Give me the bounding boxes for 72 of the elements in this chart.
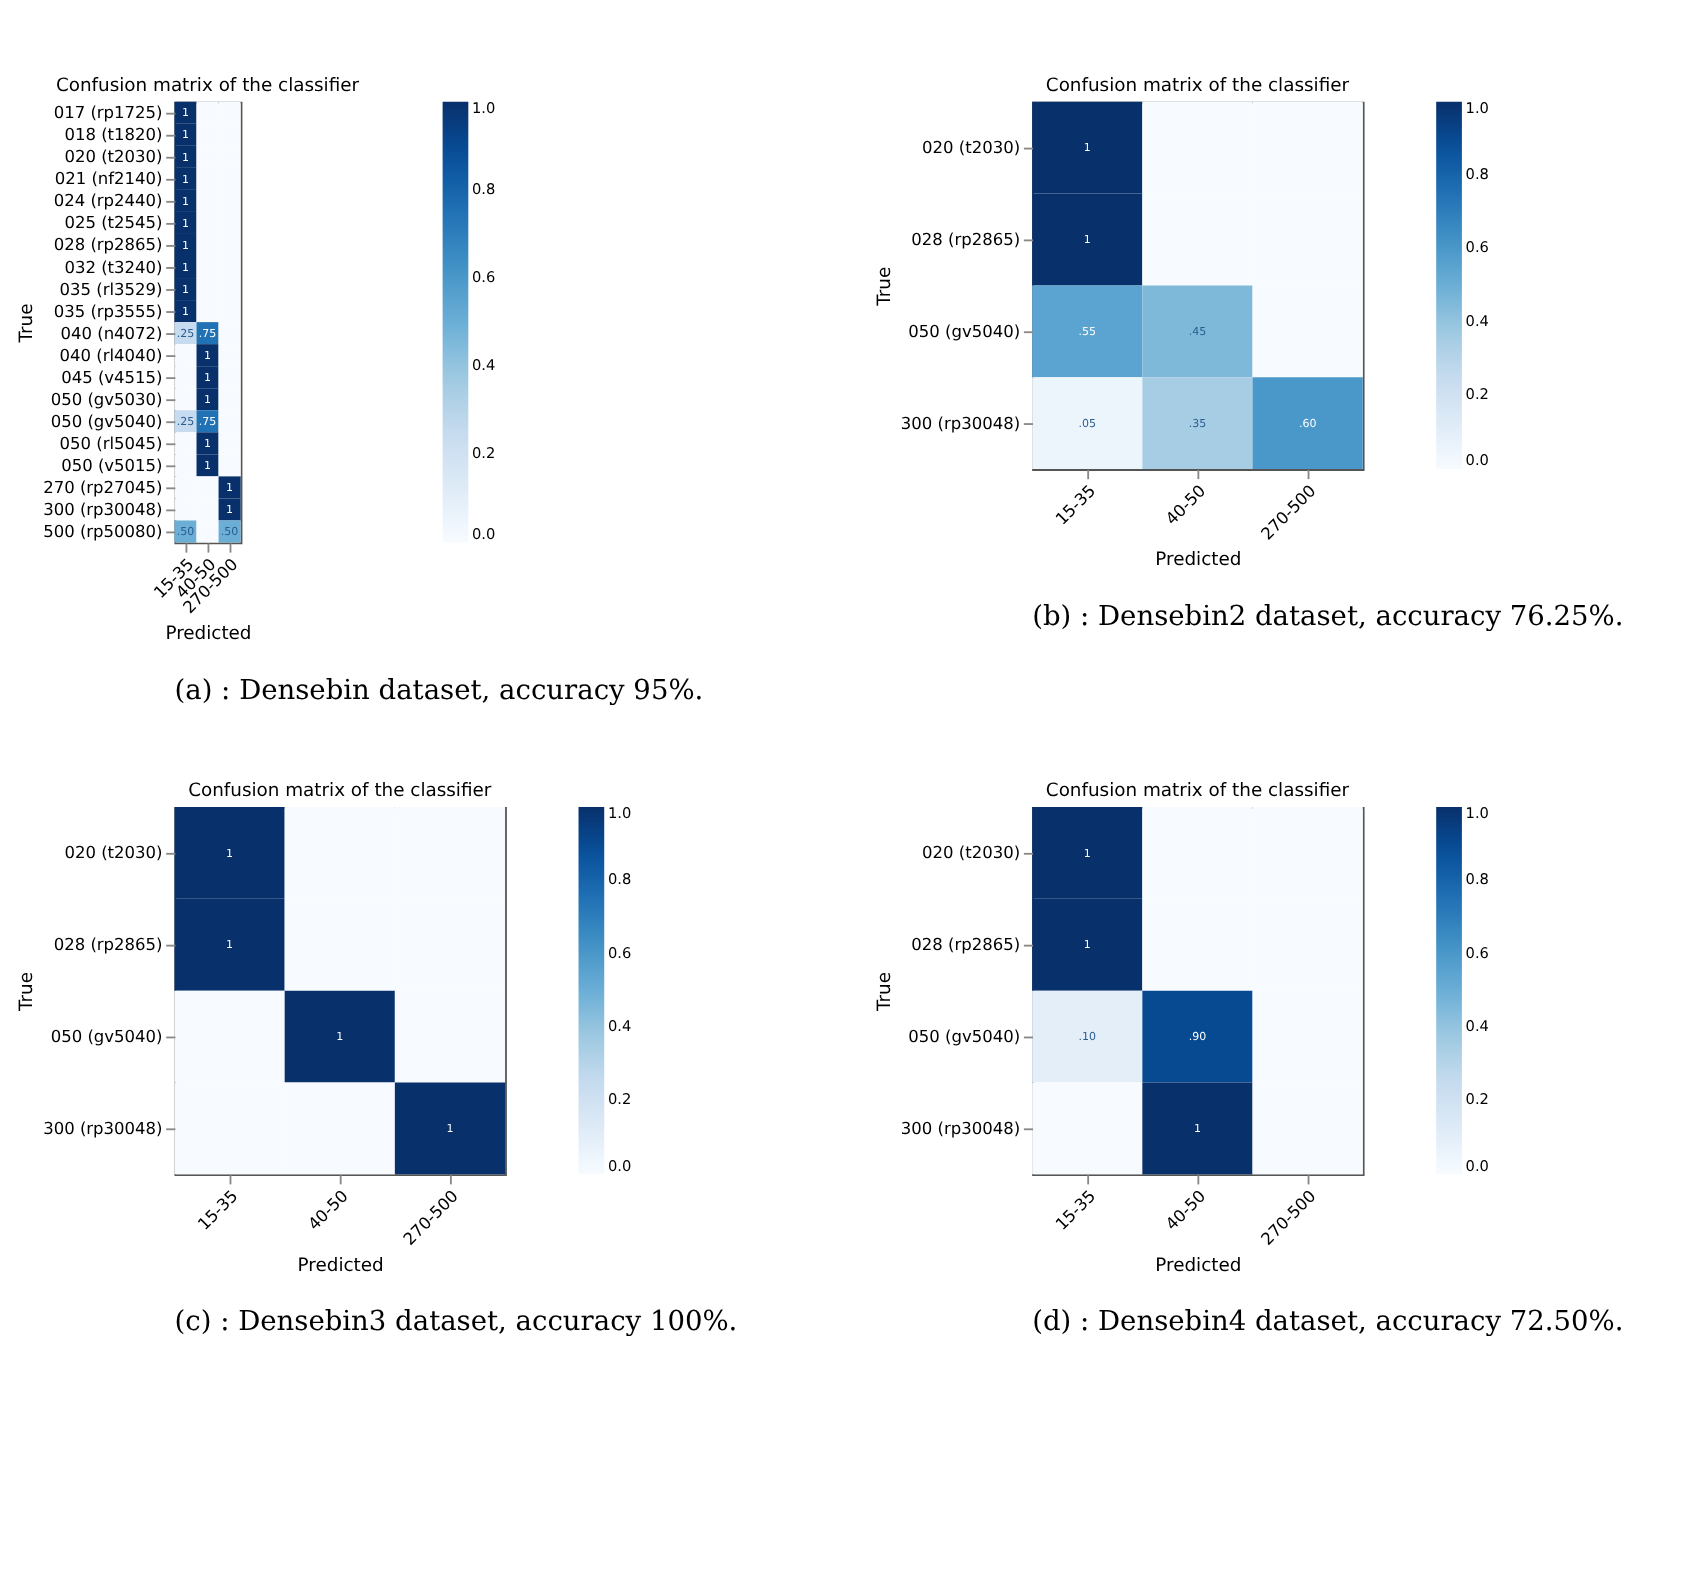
y-tick-label: 020 (t2030) [922,842,1021,863]
text: (b) : Densebin2 dataset, accuracy 76.25%. [1032,601,1624,634]
y-tick-label: 032 (t3240) [64,256,163,277]
text: (d) : Densebin4 dataset, accuracy 72.50%. [1032,1306,1624,1339]
y-tick-label: 020 (t2030) [64,842,163,863]
color-bar-label: 0.6 [1465,238,1490,257]
color-bar-label: 1.0 [472,98,496,117]
y-tick-label: 500 (rp50080) [43,521,163,541]
color-bar-label: 0.4 [607,1017,632,1036]
y-tick-label: 028 (rp2865) [53,934,163,955]
color-bar-label: 1.0 [1465,98,1490,117]
chart-title: Confusion matrix of the classifier [55,74,360,97]
chart-title: Confusion matrix of the classifier [188,779,492,802]
y-tick-label: 035 (rl3529) [59,278,163,299]
y-tick-label: 028 (rp2865) [53,234,163,255]
y-tick-label: 050 (gv5040) [50,410,163,431]
color-bar-label: 0.2 [607,1090,632,1109]
y-tick-label: 020 (t2030) [922,137,1021,158]
y-tick-label: 020 (t2030) [64,146,163,167]
color-bar-label: 0.6 [472,267,496,286]
color-bar-label: 0.8 [1465,164,1490,183]
color-bar-label: 0.8 [607,870,632,889]
chart-title: Confusion matrix of the classifier [1045,779,1350,802]
x-axis-title: Predicted [1155,1254,1242,1277]
color-bar-label: 0.0 [1465,451,1490,470]
color-bar-label: 1.0 [607,803,632,822]
chart-title: Confusion matrix of the classifier [1045,74,1350,97]
y-tick-label: 270 (rp27045) [43,476,163,497]
color-bar-label: 0.4 [1465,311,1490,330]
y-tick-label: 050 (gv5040) [50,1026,163,1047]
y-tick-label: 045 (v4515) [61,366,163,387]
color-bar-label: 0.6 [607,943,632,962]
y-tick-label: 300 (rp30048) [43,498,163,519]
color-bar-label: 0.0 [472,524,496,543]
y-axis-title: True [15,302,38,345]
y-tick-label: 024 (rp2440) [53,190,163,211]
y-tick-label: 050 (rl5045) [59,432,163,453]
color-bar-label: 0.2 [1465,385,1489,404]
color-bar-label: 0.2 [472,444,496,463]
y-tick-label: 035 (rp3555) [53,300,163,321]
color-bar-label: 0.4 [1465,1017,1490,1036]
y-tick-label: 300 (rp30048) [900,412,1021,433]
y-axis-title: True [15,971,38,1014]
color-bar-label: 0.8 [1465,870,1490,889]
color-bar-label: 0.0 [1465,1156,1490,1175]
color-bar-label: 0.2 [1465,1090,1489,1109]
y-tick-label: 021 (nf2140) [54,168,163,189]
y-tick-label: 050 (gv5040) [908,1026,1021,1047]
y-tick-label: 017 (rp1725) [53,102,163,123]
text: (c) : Densebin3 dataset, accuracy 100%. [174,1306,738,1339]
x-axis-title: Predicted [297,1254,384,1277]
y-tick-label: 018 (t1820) [64,124,163,145]
y-tick-label: 028 (rp2865) [911,934,1021,955]
y-tick-label: 050 (gv5040) [908,320,1021,341]
y-axis-title: True [873,266,896,308]
text: (a) : Densebin dataset, accuracy 95%. [174,674,704,707]
y-tick-label: 050 (v5015) [61,454,163,475]
x-axis-title: Predicted [1155,549,1242,572]
color-bar-label: 0.4 [472,355,496,374]
y-tick-label: 025 (t2545) [64,212,163,233]
y-axis-title: True [873,971,896,1014]
y-tick-label: 028 (rp2865) [911,228,1021,249]
y-tick-label: 300 (rp30048) [43,1117,163,1138]
y-tick-label: 040 (n4072) [60,322,163,343]
y-tick-label: 040 (rl4040) [59,344,163,365]
color-bar-label: 0.6 [1465,943,1490,962]
color-bar-label: 0.8 [472,179,496,198]
x-axis-title: Predicted [165,622,252,645]
y-tick-label: 300 (rp30048) [900,1117,1021,1138]
color-bar-label: 1.0 [1465,803,1490,822]
y-tick-label: 050 (gv5030) [50,388,163,409]
color-bar-label: 0.0 [607,1156,632,1175]
